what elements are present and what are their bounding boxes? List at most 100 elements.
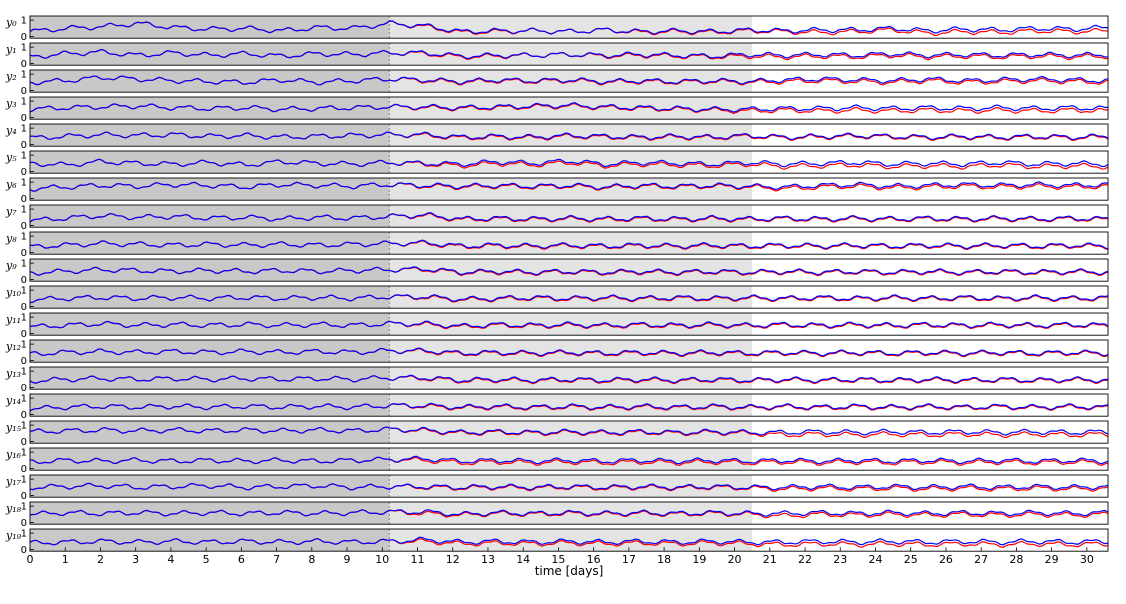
x-tick-label: 25 — [904, 553, 918, 566]
region-shading-0 — [30, 178, 390, 201]
y-tick-label: 0 — [21, 356, 27, 367]
region-shading-0 — [30, 367, 390, 390]
panel-label: y₁₄ — [5, 394, 21, 407]
y-tick-label: 0 — [21, 410, 27, 421]
region-shading-1 — [389, 178, 753, 201]
panel-frame — [29, 123, 1109, 147]
y-tick-label: 1 — [21, 16, 27, 27]
x-tick-label: 11 — [411, 553, 425, 566]
x-axis-label: time [days] — [535, 564, 604, 578]
panel-label: y₁₅ — [5, 421, 22, 434]
panel-label: y₁ — [5, 43, 17, 56]
panel-frame — [29, 42, 1109, 66]
region-shading-2 — [752, 16, 1108, 39]
panel-frame — [29, 366, 1109, 390]
region-shading-0 — [30, 502, 390, 525]
panel-label: y₃ — [5, 97, 17, 110]
y-tick-label: 0 — [21, 113, 27, 124]
panel-3: 0 1 y₃ — [5, 96, 1109, 124]
panel-9: 0 1 y₉ — [5, 258, 1109, 286]
x-tick-label: 10 — [375, 553, 389, 566]
x-tick-label: 21 — [763, 553, 777, 566]
region-shading-2 — [752, 448, 1108, 471]
y-tick-label: 0 — [21, 518, 27, 529]
series-blue-line — [29, 102, 1109, 113]
x-tick-label: 24 — [868, 553, 882, 566]
panel-label: y₂ — [5, 70, 17, 83]
panel-frame — [29, 420, 1109, 444]
y-tick-label: 1 — [21, 124, 27, 135]
y-tick-label: 1 — [21, 421, 27, 432]
y-tick-label: 1 — [21, 529, 27, 540]
region-shading-1 — [389, 16, 753, 39]
region-shading-1 — [389, 232, 753, 255]
x-tick-label: 1 — [62, 553, 69, 566]
x-tick-label: 4 — [167, 553, 174, 566]
panel-frame — [29, 96, 1109, 120]
region-shading-2 — [752, 124, 1108, 147]
series-blue-line — [29, 158, 1109, 168]
region-shading-1 — [389, 448, 753, 471]
panel-label: y₁₉ — [5, 529, 22, 542]
series-blue-line — [29, 181, 1109, 192]
region-shading-1 — [389, 340, 753, 363]
panel-4: 0 1 y₄ — [5, 123, 1109, 151]
x-tick-label: 18 — [657, 553, 671, 566]
x-tick-label: 7 — [273, 553, 280, 566]
x-tick-label: 26 — [939, 553, 953, 566]
y-tick-label: 1 — [21, 313, 27, 324]
y-tick-label: 0 — [21, 59, 27, 70]
y-tick-label: 0 — [21, 221, 27, 232]
y-tick-label: 0 — [21, 248, 27, 259]
x-tick-label: 30 — [1080, 553, 1094, 566]
y-tick-label: 0 — [21, 32, 27, 43]
region-shading-0 — [30, 124, 390, 147]
x-tick-label: 5 — [203, 553, 210, 566]
panel-frame — [29, 393, 1109, 417]
region-shading-0 — [30, 529, 390, 552]
x-tick-label: 23 — [833, 553, 847, 566]
y-tick-label: 0 — [21, 491, 27, 502]
panel-label: y₉ — [5, 259, 17, 272]
series-blue-line — [29, 426, 1109, 436]
panel-label: y₇ — [5, 205, 17, 218]
series-blue-line — [29, 320, 1109, 329]
panel-frame — [29, 204, 1109, 228]
y-tick-label: 0 — [21, 275, 27, 286]
panel-label: y₀ — [5, 16, 17, 29]
series-blue-line — [29, 294, 1109, 304]
panel-8: 0 1 y₈ — [5, 231, 1109, 259]
region-shading-2 — [752, 178, 1108, 201]
region-shading-1 — [389, 286, 753, 309]
y-tick-label: 1 — [21, 151, 27, 162]
region-shading-1 — [389, 259, 753, 282]
y-tick-label: 1 — [21, 340, 27, 351]
x-tick-label: 3 — [132, 553, 139, 566]
region-shading-2 — [752, 232, 1108, 255]
x-tick-label: 19 — [692, 553, 706, 566]
series-blue-line — [29, 536, 1109, 546]
x-tick-label: 17 — [622, 553, 636, 566]
region-shading-0 — [30, 475, 390, 498]
y-tick-label: 1 — [21, 178, 27, 189]
panel-6: 0 1 y₆ — [5, 177, 1109, 205]
region-shading-2 — [752, 70, 1108, 93]
panel-label: y₁₁ — [5, 313, 21, 326]
x-tick-label: 29 — [1045, 553, 1059, 566]
region-shading-0 — [30, 97, 390, 120]
y-tick-label: 0 — [21, 140, 27, 151]
region-shading-1 — [389, 529, 753, 552]
region-shading-2 — [752, 205, 1108, 228]
panels-group: 01y₀01y₁01y₂01y₃01y₄01y₅01y₆01y₇01y₈01y₉… — [5, 15, 1109, 556]
panel-frame — [29, 231, 1109, 255]
x-tick-label: 27 — [974, 553, 988, 566]
y-tick-label: 1 — [21, 448, 27, 459]
x-tick-label: 2 — [97, 553, 104, 566]
